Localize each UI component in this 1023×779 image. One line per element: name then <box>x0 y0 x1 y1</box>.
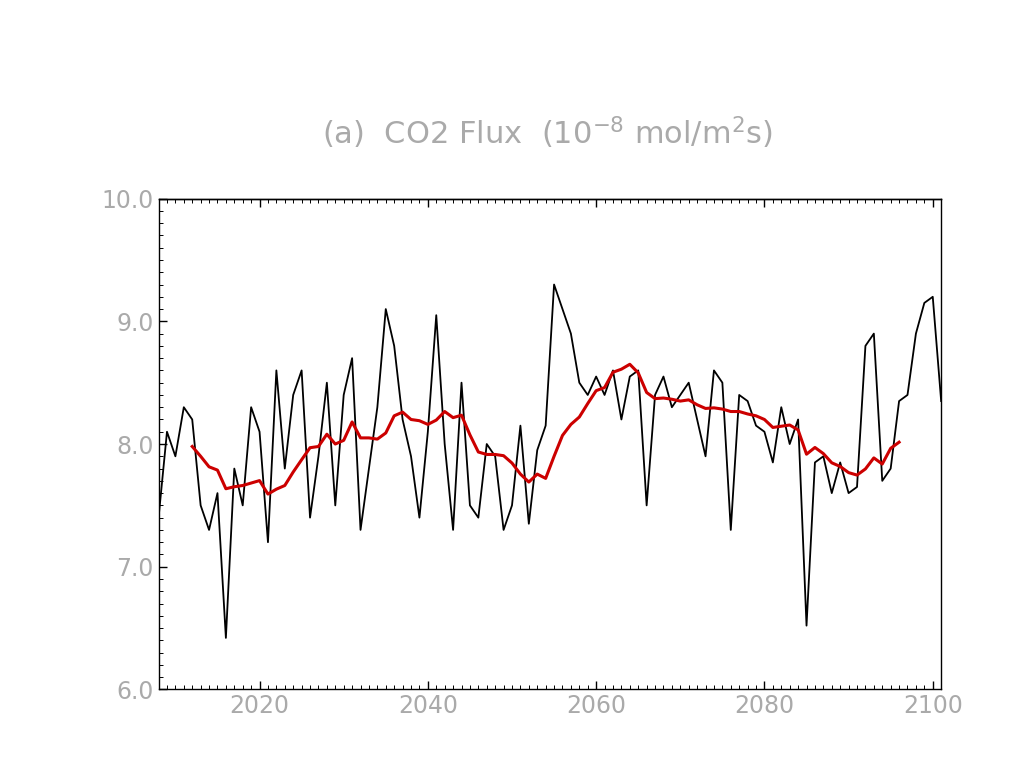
Text: (a)  CO2 Flux  (10$^{-8}$ mol/m$^{2}$s): (a) CO2 Flux (10$^{-8}$ mol/m$^{2}$s) <box>322 115 772 150</box>
